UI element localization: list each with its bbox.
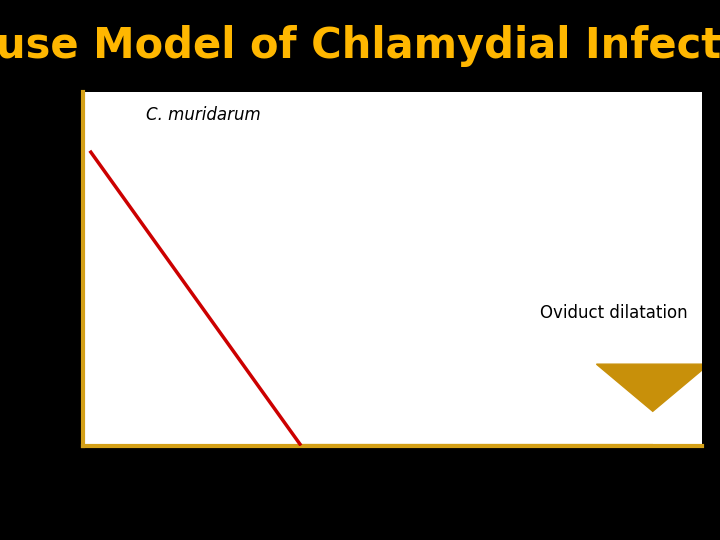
Text: Oviduct dilatation: Oviduct dilatation bbox=[540, 304, 688, 322]
X-axis label: Days after challenge: Days after challenge bbox=[288, 479, 497, 497]
Y-axis label: Vaginal chlamydial shedding: Vaginal chlamydial shedding bbox=[24, 150, 42, 388]
Text: C. muridarum: C. muridarum bbox=[146, 106, 261, 124]
Text: Mouse Model of Chlamydial Infection: Mouse Model of Chlamydial Infection bbox=[0, 25, 720, 67]
Polygon shape bbox=[596, 364, 709, 411]
